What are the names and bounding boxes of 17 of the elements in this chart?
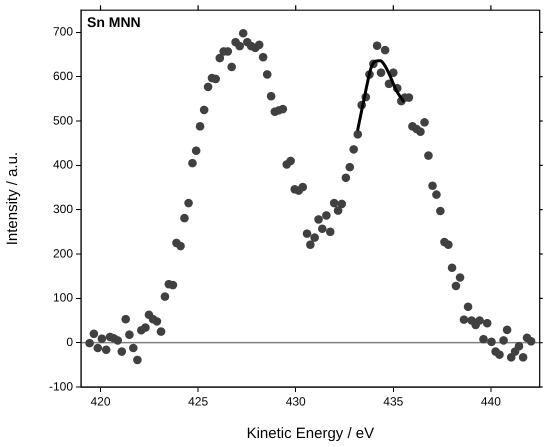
y-tick-label: 300 bbox=[52, 202, 74, 216]
x-axis-title: Kinetic Energy / eV bbox=[246, 425, 374, 442]
y-axis-title: Intensity / a.u. bbox=[4, 152, 22, 246]
x-tick-label: 420 bbox=[90, 394, 111, 409]
y-tick-label: 200 bbox=[52, 246, 74, 260]
y-tick-label: 400 bbox=[52, 158, 74, 172]
y-tick-label: 0 bbox=[66, 334, 74, 349]
x-tick-label: 425 bbox=[188, 394, 208, 409]
y-tick-label: 500 bbox=[52, 113, 74, 128]
annotation: Sn MNN bbox=[87, 14, 141, 30]
y-tick-label: 100 bbox=[52, 290, 74, 305]
y-tick-label: 700 bbox=[52, 24, 74, 39]
x-tick-label: 430 bbox=[286, 394, 306, 409]
x-tick-label: 440 bbox=[480, 394, 502, 409]
y-tick-label: -100 bbox=[48, 379, 74, 394]
y-tick-label: 600 bbox=[52, 69, 74, 84]
x-tick-label: 435 bbox=[383, 394, 404, 409]
